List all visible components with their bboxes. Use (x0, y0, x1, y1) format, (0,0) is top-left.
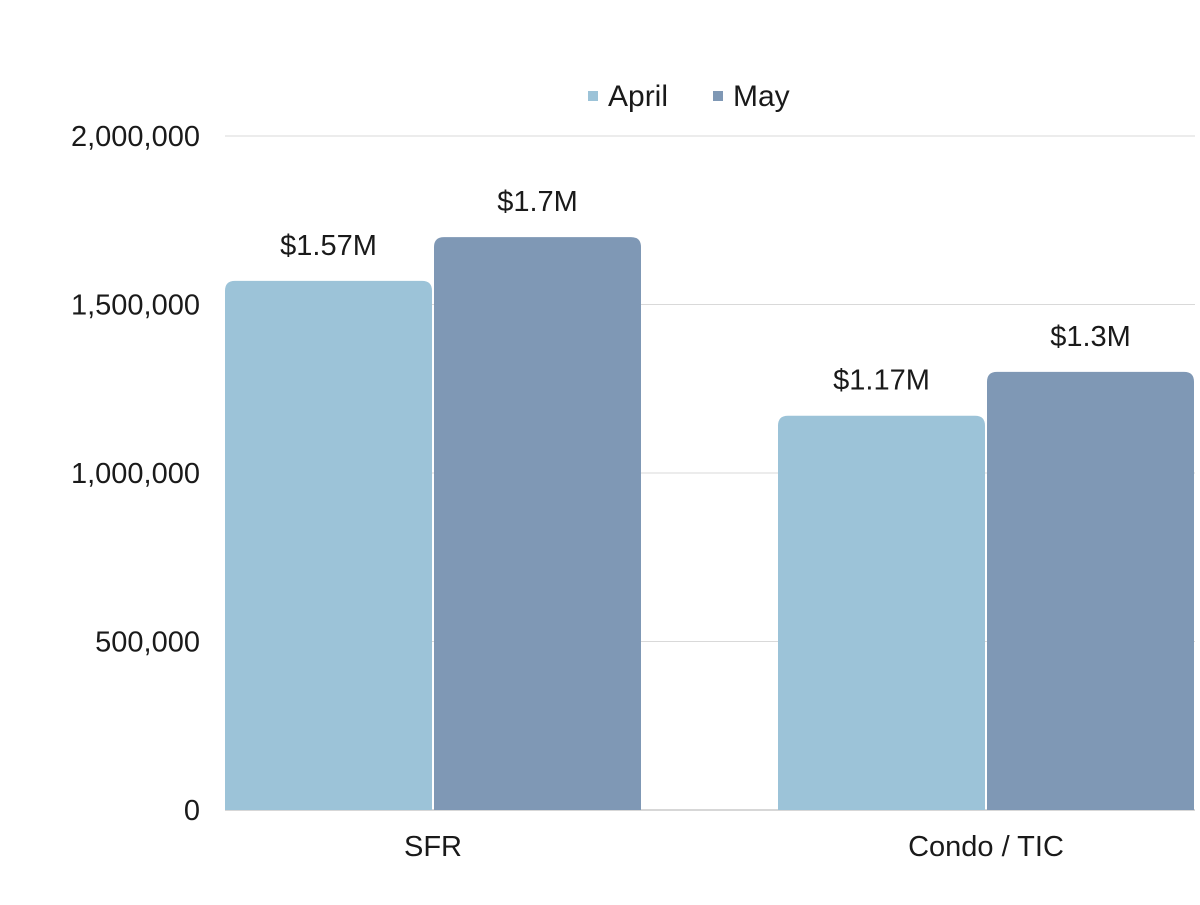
data-label: $1.3M (1050, 321, 1131, 353)
bars (225, 237, 1194, 811)
data-label: $1.7M (497, 186, 578, 218)
data-label: $1.57M (280, 230, 377, 262)
legend-label: April (608, 80, 668, 113)
legend: April May (588, 80, 790, 113)
bar-april-1 (225, 280, 432, 810)
bar-may-1 (434, 237, 641, 811)
y-axis-tick-labels: 0 500,000 1,000,000 1,500,000 2,000,000 (71, 121, 200, 827)
legend-swatch (588, 91, 598, 101)
y-tick-label: 500,000 (95, 627, 200, 659)
y-tick-label: 1,000,000 (71, 458, 200, 490)
data-label: $1.17M (833, 365, 930, 397)
bar-may-2 (987, 371, 1194, 810)
legend-item-may[interactable]: May (713, 80, 790, 113)
y-tick-label: 2,000,000 (71, 121, 200, 153)
legend-item-april[interactable]: April (588, 80, 668, 113)
y-tick-label: 0 (184, 795, 200, 827)
legend-swatch (713, 91, 723, 101)
bar-april-2 (778, 415, 985, 810)
x-tick-label: SFR (404, 831, 462, 863)
x-tick-label: Condo / TIC (908, 831, 1064, 863)
data-labels: $1.57M $1.7M $1.17M $1.3M (280, 186, 1131, 397)
legend-label: May (733, 80, 790, 113)
x-axis-tick-labels: SFR Condo / TIC (404, 831, 1064, 863)
y-tick-label: 1,500,000 (71, 290, 200, 322)
